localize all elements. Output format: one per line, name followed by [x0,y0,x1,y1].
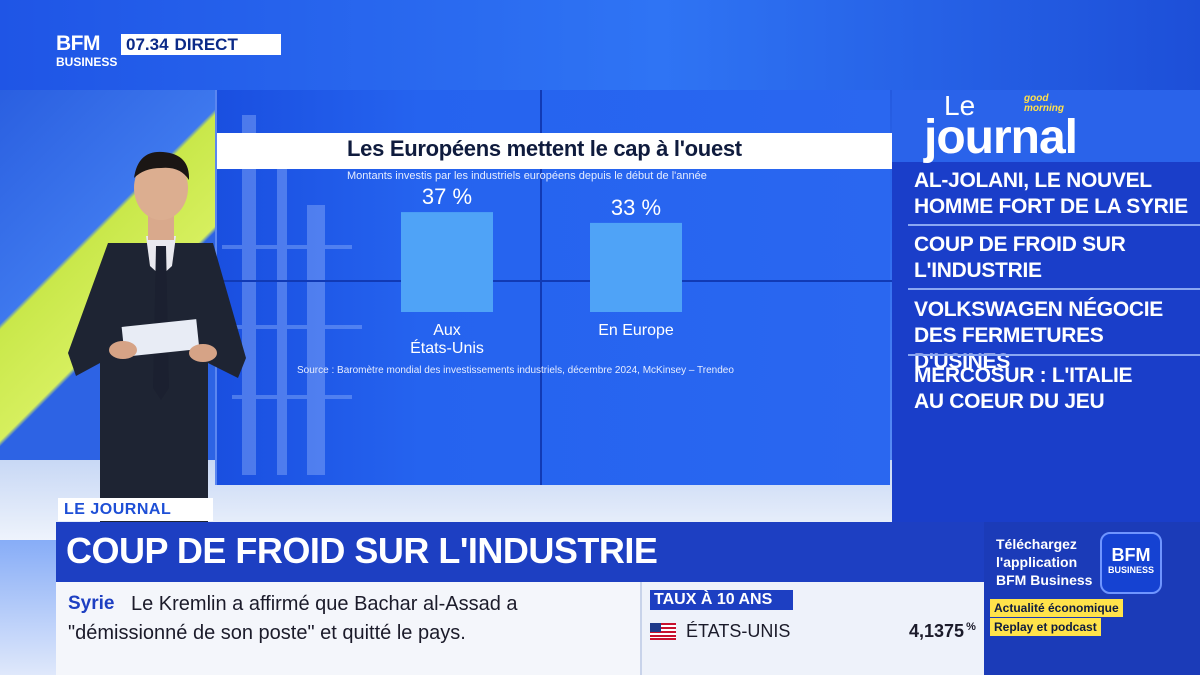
chart-screen: Les Européens mettent le cap à l'ouest M… [215,90,892,485]
app-logo-bottom: BUSINESS [1107,565,1154,575]
bar-1 [590,222,682,312]
rate-value-container: 4,1375% [909,621,976,642]
live-label: DIRECT [174,35,238,54]
good-morning-badge: good morning [1024,94,1064,114]
journal-item-line2: AU COEUR DU JEU [914,390,1105,413]
category-label-0-0: Aux [433,322,461,339]
chart-title-bar [217,133,892,169]
promo-line1: Téléchargez [996,536,1077,552]
rate-country: ÉTATS-UNIS [686,621,791,641]
app-logo-top: BFM [1111,545,1151,565]
promo-text: Téléchargez l'application BFM Business [996,535,1106,589]
promo-line2: l'application [996,554,1078,570]
live-time-box: 07.34 DIRECT [121,34,281,55]
chart-subtitle: Montants investis par les industriels eu… [347,170,707,182]
chart-source: Source : Baromètre mondial des investiss… [297,365,734,376]
section-tag: LE JOURNAL [58,498,213,521]
value-label-0: 37 % [422,184,472,209]
rates-tag: TAUX À 10 ANS [650,590,793,610]
logo-text-top: BFM [56,32,101,55]
screen-divider-horizontal [217,280,892,282]
promo-line3: BFM Business [996,572,1093,588]
app-logo-icon: BFM BUSINESS [1100,532,1162,594]
promo-tag-replay: Replay et podcast [990,618,1101,636]
journal-item-line1: COUP DE FROID SUR [914,233,1126,256]
journal-item-line2: L'INDUSTRIE [914,259,1042,282]
broadcast-time: 07.34 [126,35,169,54]
chart-title: Les Européens mettent le cap à l'ouest [347,136,742,161]
journal-separator [908,224,1200,226]
bfm-business-logo: BFM BUSINESS [56,33,118,73]
journal-prefix: Le [944,90,976,121]
bar-0 [401,212,493,312]
value-label-1: 33 % [611,195,661,220]
us-flag-icon [650,623,676,640]
rate-unit: % [966,621,976,633]
ticker-label: Syrie [68,593,115,614]
journal-item-line1: MERCOSUR : L'ITALIE [914,364,1133,387]
journal-header: Le journal good morning [892,90,1200,164]
app-promo-panel [984,522,1200,675]
journal-item-line1: AL-JOLANI, LE NOUVEL [914,169,1152,192]
ticker-text-line1: Le Kremlin a affirmé que Bachar al-Assad… [131,593,518,615]
rate-value: 4,1375 [909,621,965,641]
category-label-1-0: En Europe [598,322,674,339]
journal-sidebar: Le journal good morning AL-JOLANI, LE NO… [892,90,1200,522]
headline-bar [56,522,984,582]
badge-line-2: morning [1024,103,1064,114]
journal-title: journal [924,111,1078,164]
screen-divider-vertical [540,90,542,485]
news-ticker [56,582,640,675]
category-label-0-1: États-Unis [410,338,484,357]
ticker-text-line2: "démissionné de son poste" et quitté le … [68,622,466,644]
logo-text-bottom: BUSINESS [56,55,118,69]
journal-item-line2: HOMME FORT DE LA SYRIE [914,195,1188,218]
presenter-figure [68,151,246,523]
journal-item-line1: VOLKSWAGEN NÉGOCIE [914,298,1163,321]
journal-separator [908,288,1200,290]
journal-item: MERCOSUR : L'ITALIE AU COEUR DU JEU [914,363,1194,415]
journal-item: AL-JOLANI, LE NOUVEL HOMME FORT DE LA SY… [914,168,1194,220]
promo-tag-economy: Actualité économique [990,599,1123,617]
journal-separator [908,354,1200,356]
headline: COUP DE FROID SUR L'INDUSTRIE [66,530,658,571]
factory-backdrop [222,95,362,475]
badge-line-1: good [1024,93,1049,104]
journal-item: COUP DE FROID SUR L'INDUSTRIE [914,232,1194,284]
